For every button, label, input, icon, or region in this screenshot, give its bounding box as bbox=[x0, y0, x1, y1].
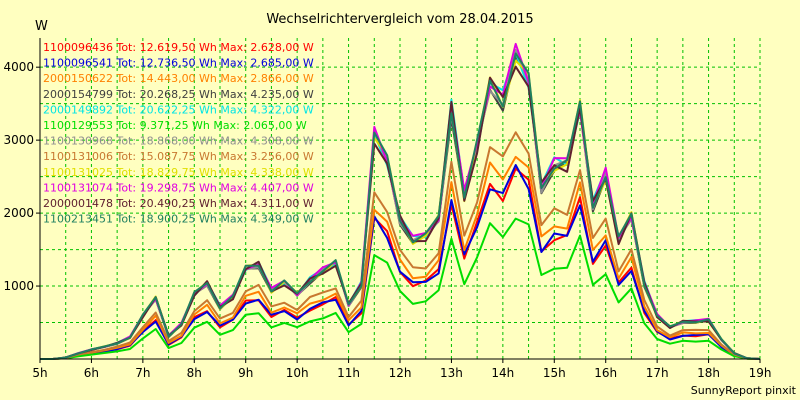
x-tick-label: 13h bbox=[440, 366, 463, 380]
x-tick-label: 16h bbox=[594, 366, 617, 380]
legend-entry-2: 1100096541 Tot: 12.736,50 Wh Max: 2.685,… bbox=[43, 57, 314, 70]
y-tick-label: 3000 bbox=[3, 133, 34, 147]
y-axis-label: W bbox=[35, 19, 48, 34]
x-tick-label: 17h bbox=[646, 366, 669, 380]
chart-title: Wechselrichtervergleich vom 28.04.2015 bbox=[266, 12, 533, 27]
y-tick-label: 2000 bbox=[3, 206, 34, 220]
x-tick-label: 12h bbox=[389, 366, 412, 380]
x-tick-label: 9h bbox=[238, 366, 253, 380]
legend-entry-12: 1100213451 Tot: 18.900,25 Wh Max: 4.349,… bbox=[43, 213, 314, 226]
series-line-8 bbox=[40, 131, 761, 360]
y-tick-label: 1000 bbox=[3, 279, 34, 293]
x-tick-label: 11h bbox=[337, 366, 360, 380]
series-line-6 bbox=[40, 217, 761, 360]
x-tick-label: 5h bbox=[32, 366, 47, 380]
legend-entry-8: 1100131006 Tot: 15.087,75 Wh Max: 3.256,… bbox=[43, 150, 314, 163]
legend-entry-6: 1100129553 Tot: 9.371,25 Wh Max: 2.065,0… bbox=[43, 119, 307, 132]
x-tick-label: 14h bbox=[491, 366, 514, 380]
legend-entry-10: 1100131074 Tot: 19.298,75 Wh Max: 4.407,… bbox=[43, 181, 314, 194]
legend-entry-4: 2000154799 Tot: 20.268,25 Wh Max: 4.235,… bbox=[43, 88, 314, 101]
x-tick-label: 19h bbox=[749, 366, 772, 380]
legend-entry-3: 2000150622 Tot: 14.443,00 Wh Max: 2.866,… bbox=[43, 72, 314, 85]
series-line-2 bbox=[40, 164, 761, 360]
x-tick-label: 6h bbox=[84, 366, 99, 380]
legend: 1100096436 Tot: 12.619,50 Wh Max: 2.628,… bbox=[43, 41, 314, 226]
x-tick-label: 10h bbox=[286, 366, 309, 380]
x-tick-label: 15h bbox=[543, 366, 566, 380]
series-line-12 bbox=[40, 52, 761, 360]
x-tick-label: 8h bbox=[187, 366, 202, 380]
axes: 5h 6h 7h 8h 9h 10h 11h 12h 13h 14h 15h 16h 17h 18h 19h… bbox=[3, 38, 771, 380]
footer-credit: SunnyReport pinxit bbox=[691, 384, 797, 397]
series-lines bbox=[40, 42, 761, 360]
x-tick-label: 18h bbox=[697, 366, 720, 380]
x-tick-label: 7h bbox=[135, 366, 150, 380]
series-line-3 bbox=[40, 155, 761, 360]
legend-entry-5: 2000149892 Tot: 20.622,25 Wh Max: 4.322,… bbox=[43, 103, 314, 116]
legend-entry-1: 1100096436 Tot: 12.619,50 Wh Max: 2.628,… bbox=[43, 41, 314, 54]
legend-entry-11: 2000001478 Tot: 20.490,25 Wh Max: 4.311,… bbox=[43, 197, 314, 210]
y-tick-label: 4000 bbox=[3, 60, 34, 74]
legend-entry-7: 1100130968 Tot: 18.868,00 Wh Max: 4.308,… bbox=[43, 135, 314, 148]
legend-entry-9: 1100131025 Tot: 18.829,75 Wh Max: 4.338,… bbox=[43, 166, 314, 179]
